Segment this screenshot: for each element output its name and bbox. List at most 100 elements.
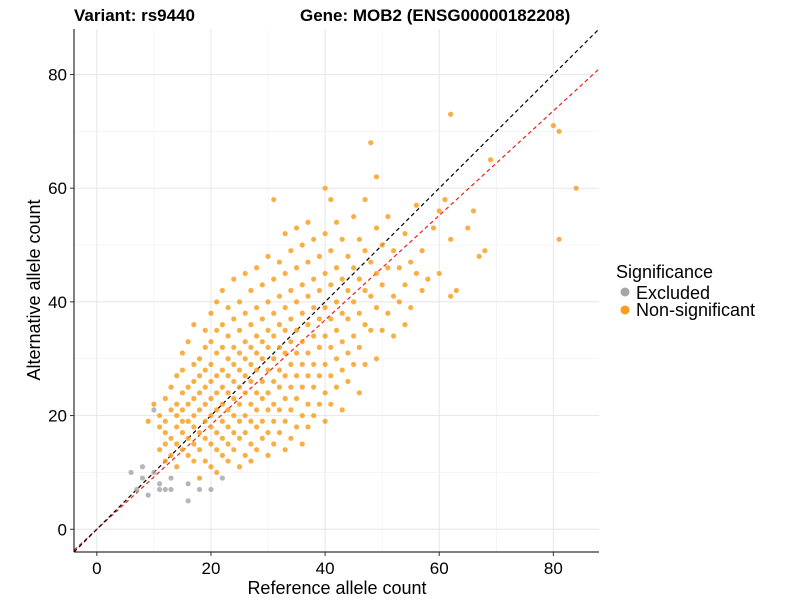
point-non-significant	[385, 310, 391, 316]
point-non-significant	[453, 287, 459, 294]
point-non-significant	[231, 395, 237, 402]
point-excluded	[196, 486, 203, 493]
point-non-significant	[174, 412, 180, 419]
point-non-significant	[305, 373, 311, 379]
point-non-significant	[351, 299, 357, 305]
point-non-significant	[482, 248, 488, 254]
point-non-significant	[208, 441, 214, 447]
point-non-significant	[248, 361, 254, 368]
point-non-significant	[168, 452, 174, 458]
point-non-significant	[225, 441, 231, 447]
point-non-significant	[448, 293, 454, 299]
point-non-significant	[276, 407, 283, 413]
point-non-significant	[299, 412, 305, 419]
axes	[73, 29, 599, 553]
x-tick-label: 80	[544, 559, 563, 578]
point-non-significant	[179, 447, 186, 453]
point-non-significant	[311, 333, 317, 339]
point-non-significant	[402, 231, 408, 237]
point-non-significant	[362, 248, 368, 254]
point-non-significant	[196, 390, 203, 396]
point-non-significant	[328, 196, 334, 203]
point-non-significant	[425, 276, 431, 282]
point-non-significant	[368, 140, 374, 146]
point-non-significant	[351, 213, 357, 220]
point-non-significant	[276, 367, 283, 373]
point-excluded	[168, 486, 174, 493]
point-non-significant	[419, 248, 425, 254]
point-non-significant	[174, 441, 180, 447]
point-non-significant	[151, 401, 157, 407]
point-non-significant	[219, 418, 225, 424]
point-excluded	[185, 481, 191, 487]
point-non-significant	[356, 310, 362, 316]
point-non-significant	[225, 373, 231, 379]
point-non-significant	[316, 253, 322, 259]
point-non-significant	[225, 333, 231, 339]
point-non-significant	[208, 412, 214, 419]
point-non-significant	[345, 253, 351, 259]
point-non-significant	[362, 287, 368, 294]
point-non-significant	[356, 390, 362, 396]
point-non-significant	[208, 395, 214, 402]
point-non-significant	[225, 356, 231, 362]
point-non-significant	[293, 350, 300, 356]
point-non-significant	[254, 367, 260, 373]
x-tick-label: 40	[316, 559, 335, 578]
x-tick-label: 20	[201, 559, 220, 578]
point-non-significant	[299, 282, 305, 288]
point-non-significant	[156, 412, 163, 419]
point-non-significant	[430, 225, 437, 231]
point-non-significant	[305, 322, 311, 328]
point-non-significant	[282, 418, 288, 424]
point-non-significant	[305, 259, 311, 265]
point-non-significant	[191, 395, 197, 402]
point-non-significant	[379, 242, 385, 248]
point-non-significant	[248, 401, 254, 407]
point-non-significant	[196, 373, 203, 379]
point-non-significant	[276, 293, 283, 299]
point-non-significant	[448, 236, 454, 242]
point-non-significant	[368, 293, 374, 299]
point-non-significant	[345, 350, 351, 356]
point-non-significant	[259, 339, 265, 345]
point-non-significant	[271, 356, 277, 362]
point-non-significant	[219, 344, 225, 350]
point-non-significant	[293, 373, 300, 379]
point-non-significant	[271, 196, 277, 203]
point-non-significant	[299, 242, 305, 248]
point-non-significant	[265, 390, 271, 396]
legend-swatch-non-significant	[620, 305, 630, 315]
point-non-significant	[248, 287, 254, 294]
point-non-significant	[265, 299, 271, 305]
point-non-significant	[339, 276, 345, 282]
point-non-significant	[408, 304, 414, 311]
point-non-significant	[225, 407, 231, 413]
point-non-significant	[333, 384, 340, 390]
point-non-significant	[174, 424, 180, 430]
point-non-significant	[219, 384, 225, 390]
point-non-significant	[168, 407, 174, 413]
point-non-significant	[242, 412, 248, 419]
point-non-significant	[333, 265, 340, 271]
x-tick-label: 60	[430, 559, 449, 578]
point-non-significant	[311, 384, 317, 390]
legend-swatch-excluded	[620, 287, 630, 297]
point-non-significant	[236, 435, 243, 441]
point-non-significant	[436, 208, 442, 214]
point-non-significant	[231, 276, 237, 282]
point-non-significant	[219, 401, 225, 407]
point-non-significant	[219, 435, 225, 441]
point-non-significant	[465, 225, 471, 231]
point-non-significant	[248, 344, 254, 350]
legend-title: Significance	[616, 262, 713, 282]
chart-title-gene: Gene: MOB2 (ENSG00000182208)	[300, 6, 570, 25]
point-non-significant	[276, 430, 283, 436]
point-non-significant	[487, 157, 494, 163]
point-non-significant	[293, 299, 300, 305]
point-non-significant	[339, 367, 345, 373]
point-non-significant	[236, 418, 243, 424]
point-non-significant	[196, 356, 203, 362]
point-non-significant	[322, 418, 328, 424]
